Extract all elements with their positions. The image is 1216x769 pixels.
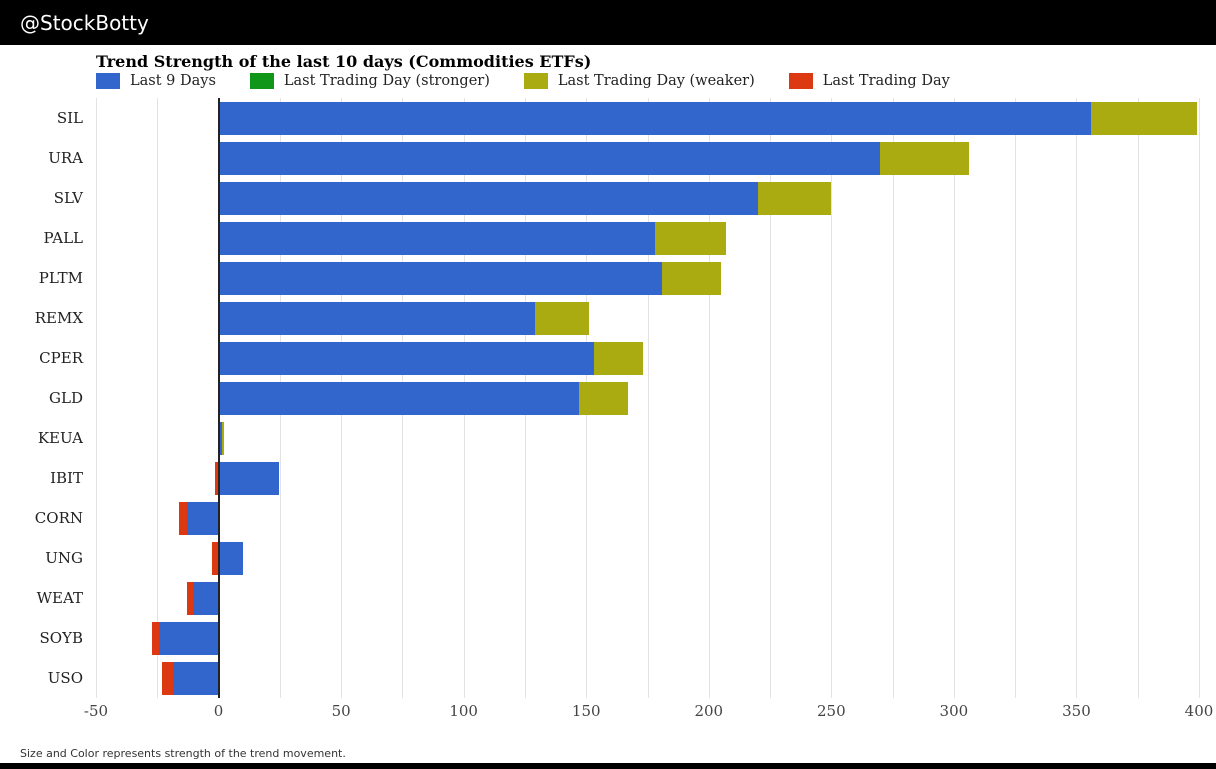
- x-tick-50: 50: [331, 702, 351, 720]
- bar-KEUA-last9: [218, 421, 223, 455]
- category-label-IBIT: IBIT: [50, 469, 83, 487]
- gridline: [647, 98, 649, 698]
- bar-PLTM-last9: [218, 261, 663, 295]
- legend-swatch-stronger: [249, 73, 274, 89]
- legend-swatch-last: [788, 73, 813, 89]
- x-tick-150: 150: [571, 702, 601, 720]
- bar-UNG-last: [212, 541, 219, 575]
- legend-swatch-last9: [96, 73, 120, 89]
- legend-label: Last Trading Day (weaker): [557, 73, 755, 89]
- x-tick-100: 100: [449, 702, 478, 720]
- legend-swatch-weaker: [523, 73, 548, 89]
- bar-URA-weaker: [880, 141, 969, 175]
- bar-CPER-weaker: [593, 341, 643, 375]
- bar-CORN-last: [179, 501, 187, 535]
- x-tick-200: 200: [694, 702, 724, 720]
- bar-GLD-last9: [218, 381, 579, 415]
- category-label-REMX: REMX: [34, 309, 83, 327]
- header-bar: @StockBotty: [0, 0, 1216, 45]
- bar-USO-last9: [172, 661, 219, 695]
- gridline: [157, 98, 159, 698]
- zero-axis-line: [217, 98, 220, 698]
- bar-REMX-weaker: [534, 301, 589, 335]
- gridline: [1137, 98, 1139, 698]
- category-label-PLTM: PLTM: [38, 269, 83, 287]
- gridline: [953, 98, 955, 698]
- bar-PALL-weaker: [654, 221, 726, 255]
- gridline: [1076, 98, 1078, 698]
- bar-IBIT-last9: [218, 461, 279, 495]
- legend-item-stronger: Last Trading Day (stronger): [249, 73, 490, 89]
- chart-title: Trend Strength of the last 10 days (Comm…: [96, 52, 592, 71]
- bar-UNG-last9: [218, 541, 244, 575]
- footer-bar: [0, 763, 1216, 769]
- x-tick-400: 400: [1184, 702, 1214, 720]
- legend-item-last: Last Trading Day: [788, 73, 950, 89]
- gridline: [96, 98, 97, 698]
- account-handle: @StockBotty: [20, 10, 149, 35]
- category-label-SLV: SLV: [53, 189, 83, 207]
- bar-SIL-last9: [218, 101, 1092, 135]
- category-label-CPER: CPER: [39, 349, 83, 367]
- gridline: [708, 98, 710, 698]
- category-label-GLD: GLD: [49, 389, 83, 407]
- category-label-SOYB: SOYB: [39, 629, 84, 647]
- bar-SIL-weaker: [1091, 101, 1197, 135]
- x-axis-labels: -50 0 50 100 150 200 250 300 350 400: [84, 700, 1213, 728]
- x-tick-350: 350: [1062, 702, 1091, 720]
- category-label-URA: URA: [48, 149, 83, 167]
- x-tick-0: 0: [213, 702, 224, 720]
- bar-USO-last: [162, 661, 173, 695]
- legend-label: Last Trading Day (stronger): [283, 73, 490, 89]
- bar-CORN-last9: [186, 501, 219, 535]
- gridline: [770, 98, 772, 698]
- bar-SOYB-last: [152, 621, 159, 655]
- plot-area: [96, 98, 1200, 698]
- category-label-SIL: SIL: [56, 109, 83, 127]
- x-tick-300: 300: [939, 702, 969, 720]
- category-label-UNG: UNG: [45, 549, 83, 567]
- bar-GLD-weaker: [578, 381, 628, 415]
- legend-label: Last 9 Days: [130, 73, 216, 89]
- bar-WEAT-last: [186, 581, 194, 615]
- chart-footnote: Size and Color represents strength of th…: [20, 747, 346, 760]
- gridline: [1015, 98, 1017, 698]
- bar-chart: SIL URA SLV PALL PLTM REMX CPER GLD KEUA IBIT CORN…: [0, 98, 1216, 698]
- bar-CPER-last9: [218, 341, 594, 375]
- bar-PLTM-weaker: [662, 261, 722, 295]
- bar-KEUA-weaker: [222, 421, 224, 455]
- bar-WEAT-last9: [193, 581, 219, 615]
- legend-item-last9: Last 9 Days: [96, 73, 216, 89]
- legend-label: Last Trading Day: [822, 73, 950, 89]
- x-tick--50: -50: [83, 702, 109, 720]
- legend-item-weaker: Last Trading Day (weaker): [523, 73, 755, 89]
- x-tick-250: 250: [817, 702, 846, 720]
- bar-REMX-last9: [218, 301, 535, 335]
- bar-SLV-last9: [218, 181, 758, 215]
- y-axis-labels: SIL URA SLV PALL PLTM REMX CPER GLD KEUA IBIT CORN…: [0, 98, 96, 698]
- category-label-WEAT: WEAT: [36, 589, 83, 607]
- category-label-KEUA: KEUA: [37, 429, 83, 447]
- chart-legend: Last 9 Days Last Trading Day (stronger) La…: [96, 73, 984, 89]
- gridline: [831, 98, 833, 698]
- category-label-CORN: CORN: [34, 509, 83, 527]
- gridline: [1199, 98, 1200, 698]
- bar-URA-last9: [218, 141, 881, 175]
- bar-PALL-last9: [218, 221, 655, 255]
- gridline: [892, 98, 894, 698]
- category-label-PALL: PALL: [43, 229, 83, 247]
- bar-SOYB-last9: [158, 621, 219, 655]
- category-label-USO: USO: [47, 669, 83, 687]
- bar-SLV-weaker: [757, 181, 832, 215]
- bar-IBIT-last: [215, 461, 219, 495]
